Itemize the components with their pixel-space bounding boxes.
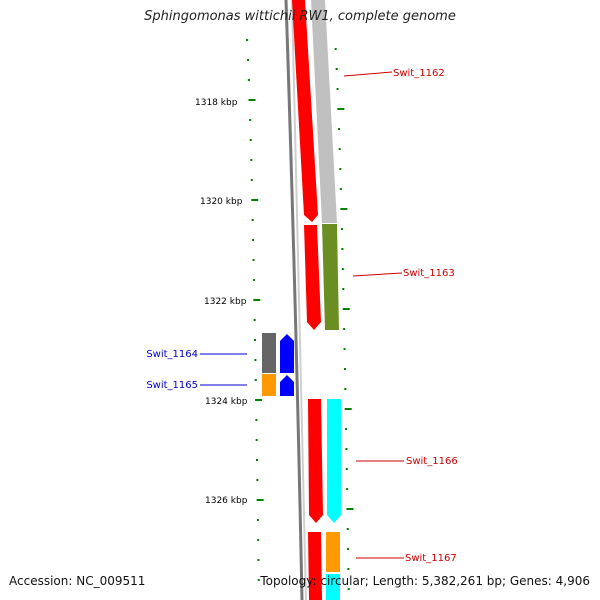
gene-red-1[interactable] — [292, 0, 318, 222]
label-Swit_1167[interactable]: Swit_1167 — [405, 553, 457, 564]
ruler-label-1318: 1318 kbp — [195, 98, 238, 108]
backbone-arc — [284, 0, 304, 600]
ruler-label-1322: 1322 kbp — [204, 297, 247, 307]
label-Swit_1163[interactable]: Swit_1163 — [403, 268, 455, 279]
gene-blue-1[interactable] — [280, 334, 294, 373]
gene-Swit_1167[interactable] — [326, 532, 340, 572]
ruler-label-1324: 1324 kbp — [205, 397, 248, 407]
label-Swit_1164[interactable]: Swit_1164 — [146, 349, 198, 360]
gene-Swit_1164[interactable] — [262, 333, 276, 373]
ruler-label-1326: 1326 kbp — [205, 496, 248, 506]
label-Swit_1165[interactable]: Swit_1165 — [146, 380, 198, 391]
gene-blue-2[interactable] — [280, 375, 294, 396]
ruler-ticks-left — [246, 39, 264, 581]
gene-red-3[interactable] — [308, 399, 323, 523]
gene-red-2[interactable] — [304, 225, 321, 330]
label-Swit_1162[interactable]: Swit_1162 — [393, 68, 445, 79]
gene-Swit_1165[interactable] — [262, 374, 276, 396]
map-title: Sphingomonas wittichii RW1, complete gen… — [144, 9, 456, 24]
accession-text: Accession: NC_009511 — [9, 574, 146, 588]
ruler-ticks-right — [334, 48, 354, 590]
backbone-arc-inner — [291, 0, 307, 600]
topology-text: Topology: circular; Length: 5,382,261 bp… — [260, 574, 590, 588]
label-Swit_1166[interactable]: Swit_1166 — [406, 456, 458, 467]
gene-Swit_1166[interactable] — [327, 399, 341, 523]
gene-Swit_1163[interactable] — [322, 224, 339, 330]
gene-cyan-lower[interactable] — [326, 574, 340, 600]
ruler-label-1320: 1320 kbp — [200, 197, 243, 207]
leader-Swit_1162 — [343, 71, 393, 77]
leader-Swit_1163 — [352, 272, 403, 277]
gene-Swit_1162[interactable] — [311, 0, 337, 223]
gene-red-4[interactable] — [308, 532, 322, 600]
